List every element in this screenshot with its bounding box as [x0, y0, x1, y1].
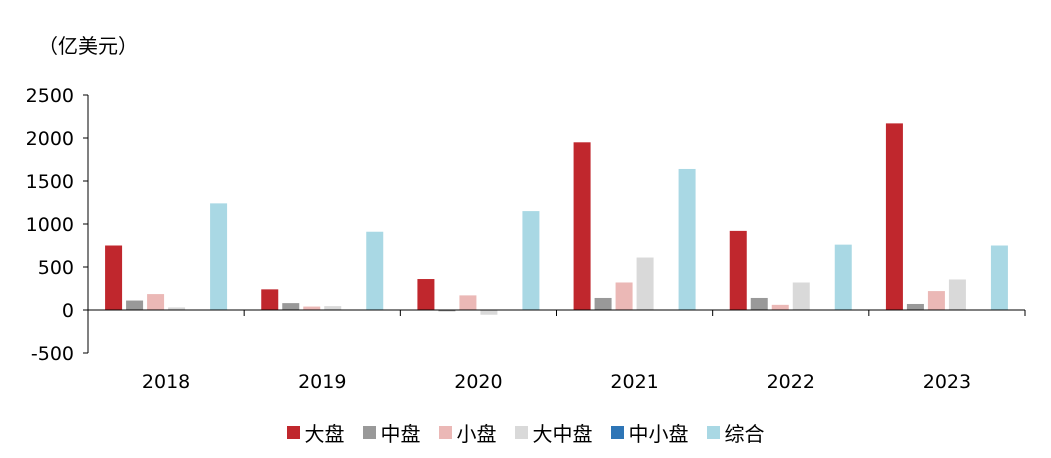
bar-2022-大盘 — [729, 230, 747, 310]
x-tick-label: 2023 — [923, 371, 971, 393]
y-tick-label: 2500 — [26, 85, 74, 107]
bar-2023-大盘 — [885, 123, 903, 310]
y-tick-label: 2000 — [26, 128, 74, 150]
bar-2019-大盘 — [261, 289, 279, 310]
y-tick-label: -500 — [31, 343, 74, 365]
bar-2022-综合 — [834, 244, 852, 310]
bar-2020-综合 — [522, 211, 540, 310]
bar-2018-小盘 — [147, 294, 165, 310]
bar-2023-小盘 — [927, 291, 945, 310]
legend-label: 大中盘 — [532, 421, 593, 446]
legend-item: 大中盘 — [514, 418, 593, 447]
bar-2018-大盘 — [105, 245, 123, 310]
legend-swatch — [706, 425, 720, 439]
legend-item: 大盘 — [286, 418, 345, 447]
y-tick-label: 0 — [62, 300, 74, 322]
bar-2022-小盘 — [771, 304, 789, 310]
bar-2023-综合 — [990, 245, 1008, 310]
legend-label: 大盘 — [304, 421, 345, 446]
bar-2020-大盘 — [417, 279, 435, 310]
bar-2018-大中盘 — [168, 307, 186, 310]
x-tick-label: 2022 — [767, 371, 815, 393]
bar-2021-中盘 — [594, 297, 612, 310]
bar-2021-大中盘 — [636, 257, 654, 310]
y-axis-unit-label: （亿美元） — [38, 34, 138, 58]
x-tick-label: 2021 — [610, 371, 658, 393]
bar-2019-小盘 — [303, 306, 321, 310]
axes-layer: -500 0 500 1000 1500 2000 2500 2018 2019 2020 2021… — [26, 85, 1026, 393]
legend-swatch — [610, 425, 624, 439]
bar-2021-大盘 — [573, 142, 591, 310]
bar-2021-小盘 — [615, 282, 633, 310]
legend-item: 综合 — [706, 418, 765, 447]
bar-2022-大中盘 — [792, 282, 810, 310]
bar-2020-中盘 — [438, 310, 456, 312]
y-tick-label: 500 — [38, 257, 74, 279]
bar-2022-中盘 — [750, 297, 768, 310]
bar-2018-中盘 — [126, 300, 144, 310]
legend-item: 小盘 — [438, 418, 497, 447]
legend-label: 小盘 — [456, 421, 497, 446]
bar-2019-综合 — [366, 231, 384, 310]
legend-item: 中盘 — [362, 418, 421, 447]
legend-swatch — [286, 425, 300, 439]
legend-label: 综合 — [724, 421, 765, 446]
legend-swatch — [362, 425, 376, 439]
y-tick-label: 1000 — [26, 214, 74, 236]
x-tick-label: 2018 — [142, 371, 190, 393]
bar-2019-中盘 — [282, 303, 300, 310]
bar-2021-综合 — [678, 168, 696, 310]
bar-2019-大中盘 — [324, 306, 342, 310]
legend-swatch — [514, 425, 528, 439]
chart-legend: 大盘 中盘 小盘 大中盘 中小盘 综合 — [0, 418, 1051, 446]
legend-swatch — [438, 425, 452, 439]
y-tick-label: 1500 — [26, 171, 74, 193]
bar-2023-大中盘 — [948, 279, 966, 310]
bar-2020-小盘 — [459, 295, 477, 310]
legend-label: 中小盘 — [628, 421, 689, 446]
x-tick-label: 2020 — [454, 371, 502, 393]
legend-item: 中小盘 — [610, 418, 689, 447]
bar-2020-大中盘 — [480, 310, 498, 315]
bar-2023-中盘 — [906, 303, 924, 310]
x-tick-label: 2019 — [298, 371, 346, 393]
legend-label: 中盘 — [380, 421, 421, 446]
bars-layer — [105, 123, 1008, 315]
bar-2018-综合 — [210, 203, 228, 310]
